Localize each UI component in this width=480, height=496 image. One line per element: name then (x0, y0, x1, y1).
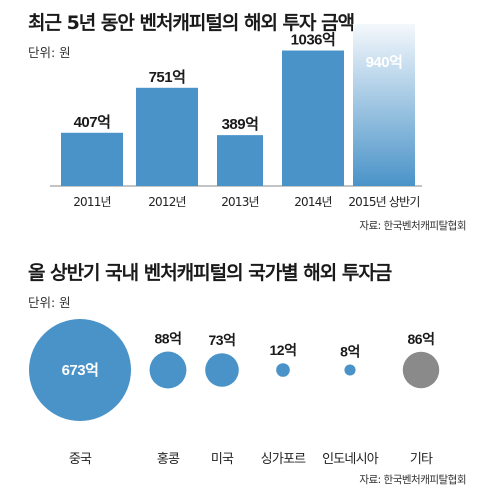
bar-value-label: 751억 (149, 68, 186, 86)
bubble-5 (344, 364, 356, 376)
bubble-category-label: 기타 (410, 452, 433, 467)
bubble-category-label: 미국 (211, 452, 234, 467)
bubble-category-label: 싱가포르 (261, 452, 306, 467)
source-label-country: 자료: 한국벤처캐피탈협회 (359, 474, 466, 486)
unit-label-country: 단위: 원 (28, 295, 71, 310)
bar-3 (217, 135, 263, 186)
bubble-value-label: 12억 (270, 342, 297, 358)
bubble-3 (205, 353, 239, 387)
bar-value-label: 940억 (366, 53, 403, 71)
bubble-value-label: 8억 (340, 343, 360, 359)
x-tick-label: 2012년 (148, 195, 186, 209)
bubble-1 (29, 319, 131, 421)
x-tick-label: 2014년 (294, 195, 332, 209)
chart-title-annual: 최근 5년 동안 벤처캐피털의 해외 투자 금액 (28, 12, 355, 34)
bubble-6 (402, 351, 440, 389)
bar-value-label: 389억 (222, 115, 259, 133)
bubble-value-label: 88억 (155, 331, 182, 347)
x-tick-label: 2015년 상반기 (348, 195, 419, 209)
bubble-2 (149, 351, 187, 389)
bar-value-label: 1036억 (291, 31, 336, 49)
bubble-value-label: 73억 (209, 332, 236, 348)
bar-1 (61, 132, 123, 186)
bar-2 (136, 87, 198, 186)
x-tick-label: 2013년 (221, 195, 259, 209)
x-tick-label: 2011년 (73, 195, 111, 209)
bubble-value-label: 86억 (408, 331, 435, 347)
bubble-category-label: 홍콩 (157, 452, 180, 467)
chart-title-country: 올 상반기 국내 벤처캐피털의 국가별 해외 투자금 (28, 262, 392, 284)
unit-label-annual: 단위: 원 (28, 45, 71, 60)
bubble-category-label: 중국 (69, 452, 92, 467)
bar-4 (282, 50, 344, 187)
bar-5 (353, 24, 415, 186)
bar-value-label: 407억 (74, 113, 111, 131)
bubble-category-label: 인도네시아 (322, 452, 379, 467)
bubble-4 (276, 363, 290, 377)
source-label-annual: 자료: 한국벤처캐피탈협회 (359, 220, 466, 232)
bubble-value-label: 673억 (62, 361, 99, 379)
